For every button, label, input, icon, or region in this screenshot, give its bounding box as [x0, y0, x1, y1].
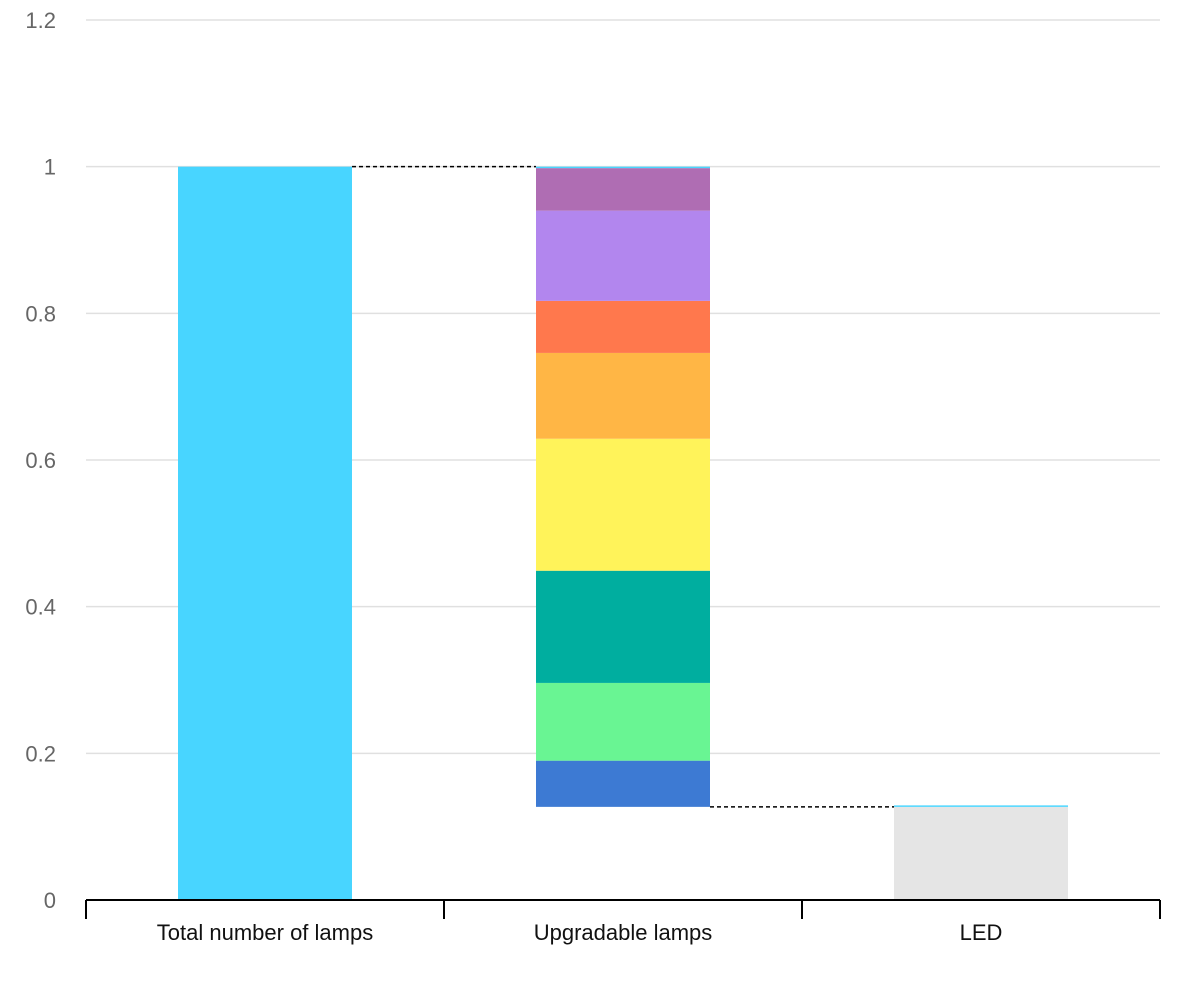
- y-tick-label: 0.2: [25, 741, 56, 766]
- bar-segment: [536, 210, 710, 301]
- y-tick-label: 1.2: [25, 8, 56, 33]
- connectors: [352, 165, 894, 808]
- bar-segment: [536, 760, 710, 807]
- bar-segment: [536, 168, 710, 211]
- bar-segment: [536, 438, 710, 571]
- bar-segment: [536, 300, 710, 353]
- x-tick-label: Upgradable lamps: [534, 920, 713, 945]
- tick-labels: 0 0.2 0.4 0.6 0.8 1 1.2 Total number of lamps Up…: [25, 8, 1002, 945]
- bar-segment: [536, 352, 710, 439]
- x-tick-label: Total number of lamps: [157, 920, 373, 945]
- y-tick-label: 0: [44, 888, 56, 913]
- bar-segment: [178, 166, 352, 900]
- bar-segment: [894, 805, 1068, 807]
- y-tick-label: 0.6: [25, 448, 56, 473]
- bar-segment: [894, 806, 1068, 900]
- y-tick-label: 0.4: [25, 595, 56, 620]
- axes: [85, 899, 1161, 919]
- y-tick-label: 1: [44, 155, 56, 180]
- x-tick-label: LED: [960, 920, 1003, 945]
- bar-segment: [536, 166, 710, 169]
- bar-segment: [536, 570, 710, 683]
- y-tick-label: 0.8: [25, 301, 56, 326]
- bars: [178, 166, 1068, 900]
- bar-segment: [536, 682, 710, 761]
